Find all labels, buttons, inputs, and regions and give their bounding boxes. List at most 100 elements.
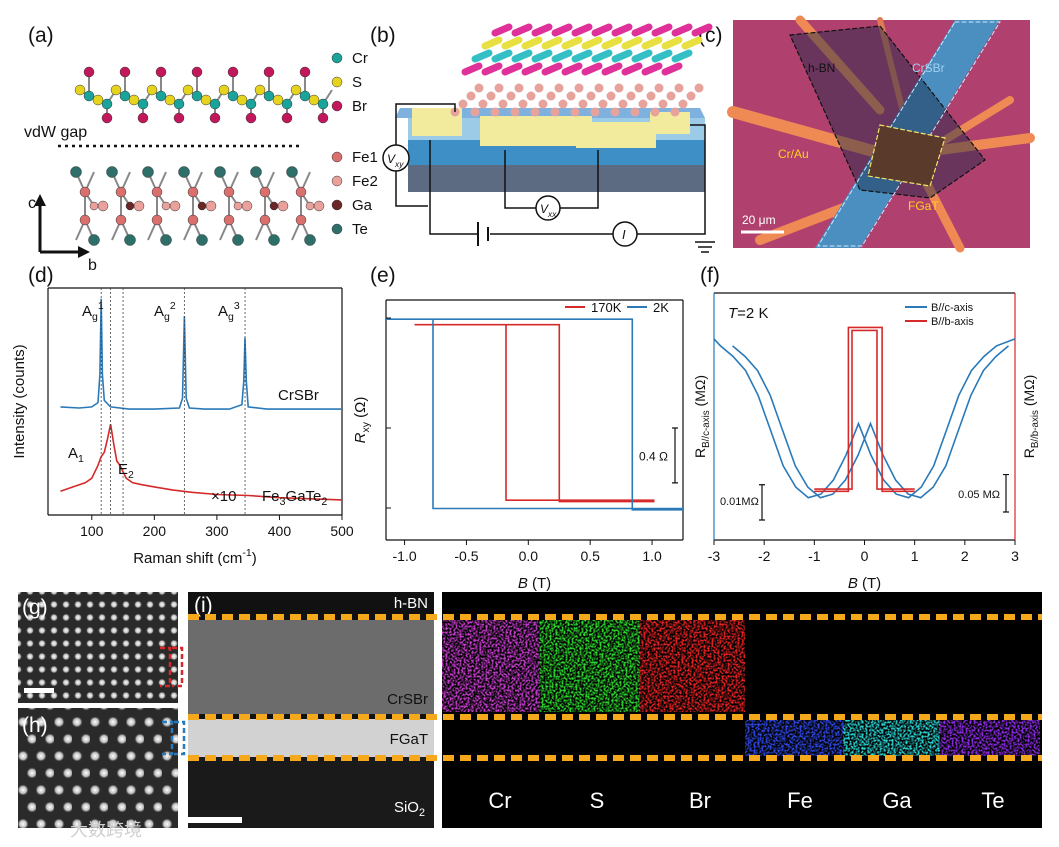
x-tick-label: 300 — [205, 523, 229, 539]
eds-map — [843, 720, 940, 756]
legend-label: 170K — [591, 300, 622, 315]
atom — [510, 107, 520, 117]
atom — [578, 99, 588, 109]
axis-b: b — [88, 257, 97, 274]
optical-image — [727, 15, 1035, 253]
atom — [110, 84, 122, 96]
legend-dot — [331, 100, 343, 112]
atom — [236, 94, 248, 106]
legend-label: B//b-axis — [931, 316, 974, 328]
atom — [227, 90, 239, 102]
atom — [119, 66, 131, 78]
rod — [551, 23, 573, 37]
atom — [546, 91, 556, 101]
atom — [304, 234, 316, 246]
rod — [601, 36, 623, 50]
atom — [79, 186, 91, 198]
data-line — [386, 318, 683, 511]
atom — [182, 84, 194, 96]
atom — [245, 98, 257, 110]
stem-image — [18, 592, 178, 703]
text-part: V — [387, 152, 396, 166]
atom — [151, 186, 163, 198]
atom — [160, 234, 172, 246]
atom — [205, 200, 217, 212]
panel-label: (f) — [700, 264, 720, 287]
x-axis-title: B (T) — [518, 575, 551, 592]
atom — [630, 107, 640, 117]
rod — [541, 62, 563, 76]
annotation: Ag3 — [218, 300, 240, 323]
text-part: B — [848, 575, 858, 592]
atom — [259, 214, 271, 226]
atom — [658, 99, 668, 109]
shape — [817, 21, 1001, 247]
text-part: (T) — [858, 575, 881, 592]
x-tick-label: 400 — [268, 523, 292, 539]
atom — [470, 107, 480, 117]
atom — [295, 186, 307, 198]
shape — [695, 241, 715, 253]
rod — [661, 36, 683, 50]
x-tick-label: 200 — [143, 523, 167, 539]
x-tick-label: -1.0 — [393, 548, 417, 564]
layer-label: h-BN — [394, 595, 428, 612]
rod — [501, 62, 523, 76]
eds-map — [442, 620, 540, 712]
rod — [491, 23, 513, 37]
atom — [614, 83, 624, 93]
rod — [621, 62, 643, 76]
cross-section — [188, 592, 434, 828]
text-part: E — [118, 461, 128, 478]
text-part: xx — [547, 209, 557, 219]
text-part: 3 — [234, 300, 240, 312]
bracket — [162, 720, 186, 756]
element-label: Te — [981, 788, 1004, 813]
x-tick-label: 1.0 — [642, 548, 662, 564]
x-tick-label: 500 — [330, 523, 354, 539]
atom — [196, 234, 208, 246]
atom — [97, 200, 109, 212]
vxy-label: Vxy — [387, 152, 404, 169]
scale-bar — [759, 484, 765, 521]
atom — [233, 201, 243, 211]
atom — [142, 166, 154, 178]
rod — [611, 23, 633, 37]
atom — [594, 83, 604, 93]
rod — [581, 36, 603, 50]
data-line — [814, 326, 915, 493]
atom — [74, 84, 86, 96]
layer-label: CrSBr — [387, 691, 428, 708]
text-part: B//c-axis — [701, 410, 712, 448]
atom — [574, 83, 584, 93]
atom — [281, 98, 293, 110]
atom — [218, 84, 230, 96]
rod — [641, 62, 663, 76]
atom — [498, 99, 508, 109]
panel-label: (d) — [28, 264, 54, 287]
axes-arrows — [34, 194, 90, 258]
atom — [214, 166, 226, 178]
atom — [223, 214, 235, 226]
shape — [395, 103, 456, 145]
data-line — [60, 424, 343, 501]
rod — [651, 49, 673, 63]
atom — [490, 107, 500, 117]
panel-label: (b) — [370, 24, 396, 47]
text-part: T — [728, 305, 739, 322]
atom — [83, 90, 95, 102]
legend-dot — [331, 175, 343, 187]
shape — [650, 112, 690, 134]
element-label: Cr — [488, 788, 511, 813]
atom — [674, 83, 684, 93]
element-label: S — [590, 788, 605, 813]
legend-label: Fe2 — [352, 173, 378, 190]
rod — [501, 36, 523, 50]
atom — [268, 234, 280, 246]
rod — [561, 36, 583, 50]
atom — [245, 112, 257, 124]
atom — [558, 99, 568, 109]
rod — [571, 23, 593, 37]
rod — [661, 62, 683, 76]
atom — [466, 91, 476, 101]
